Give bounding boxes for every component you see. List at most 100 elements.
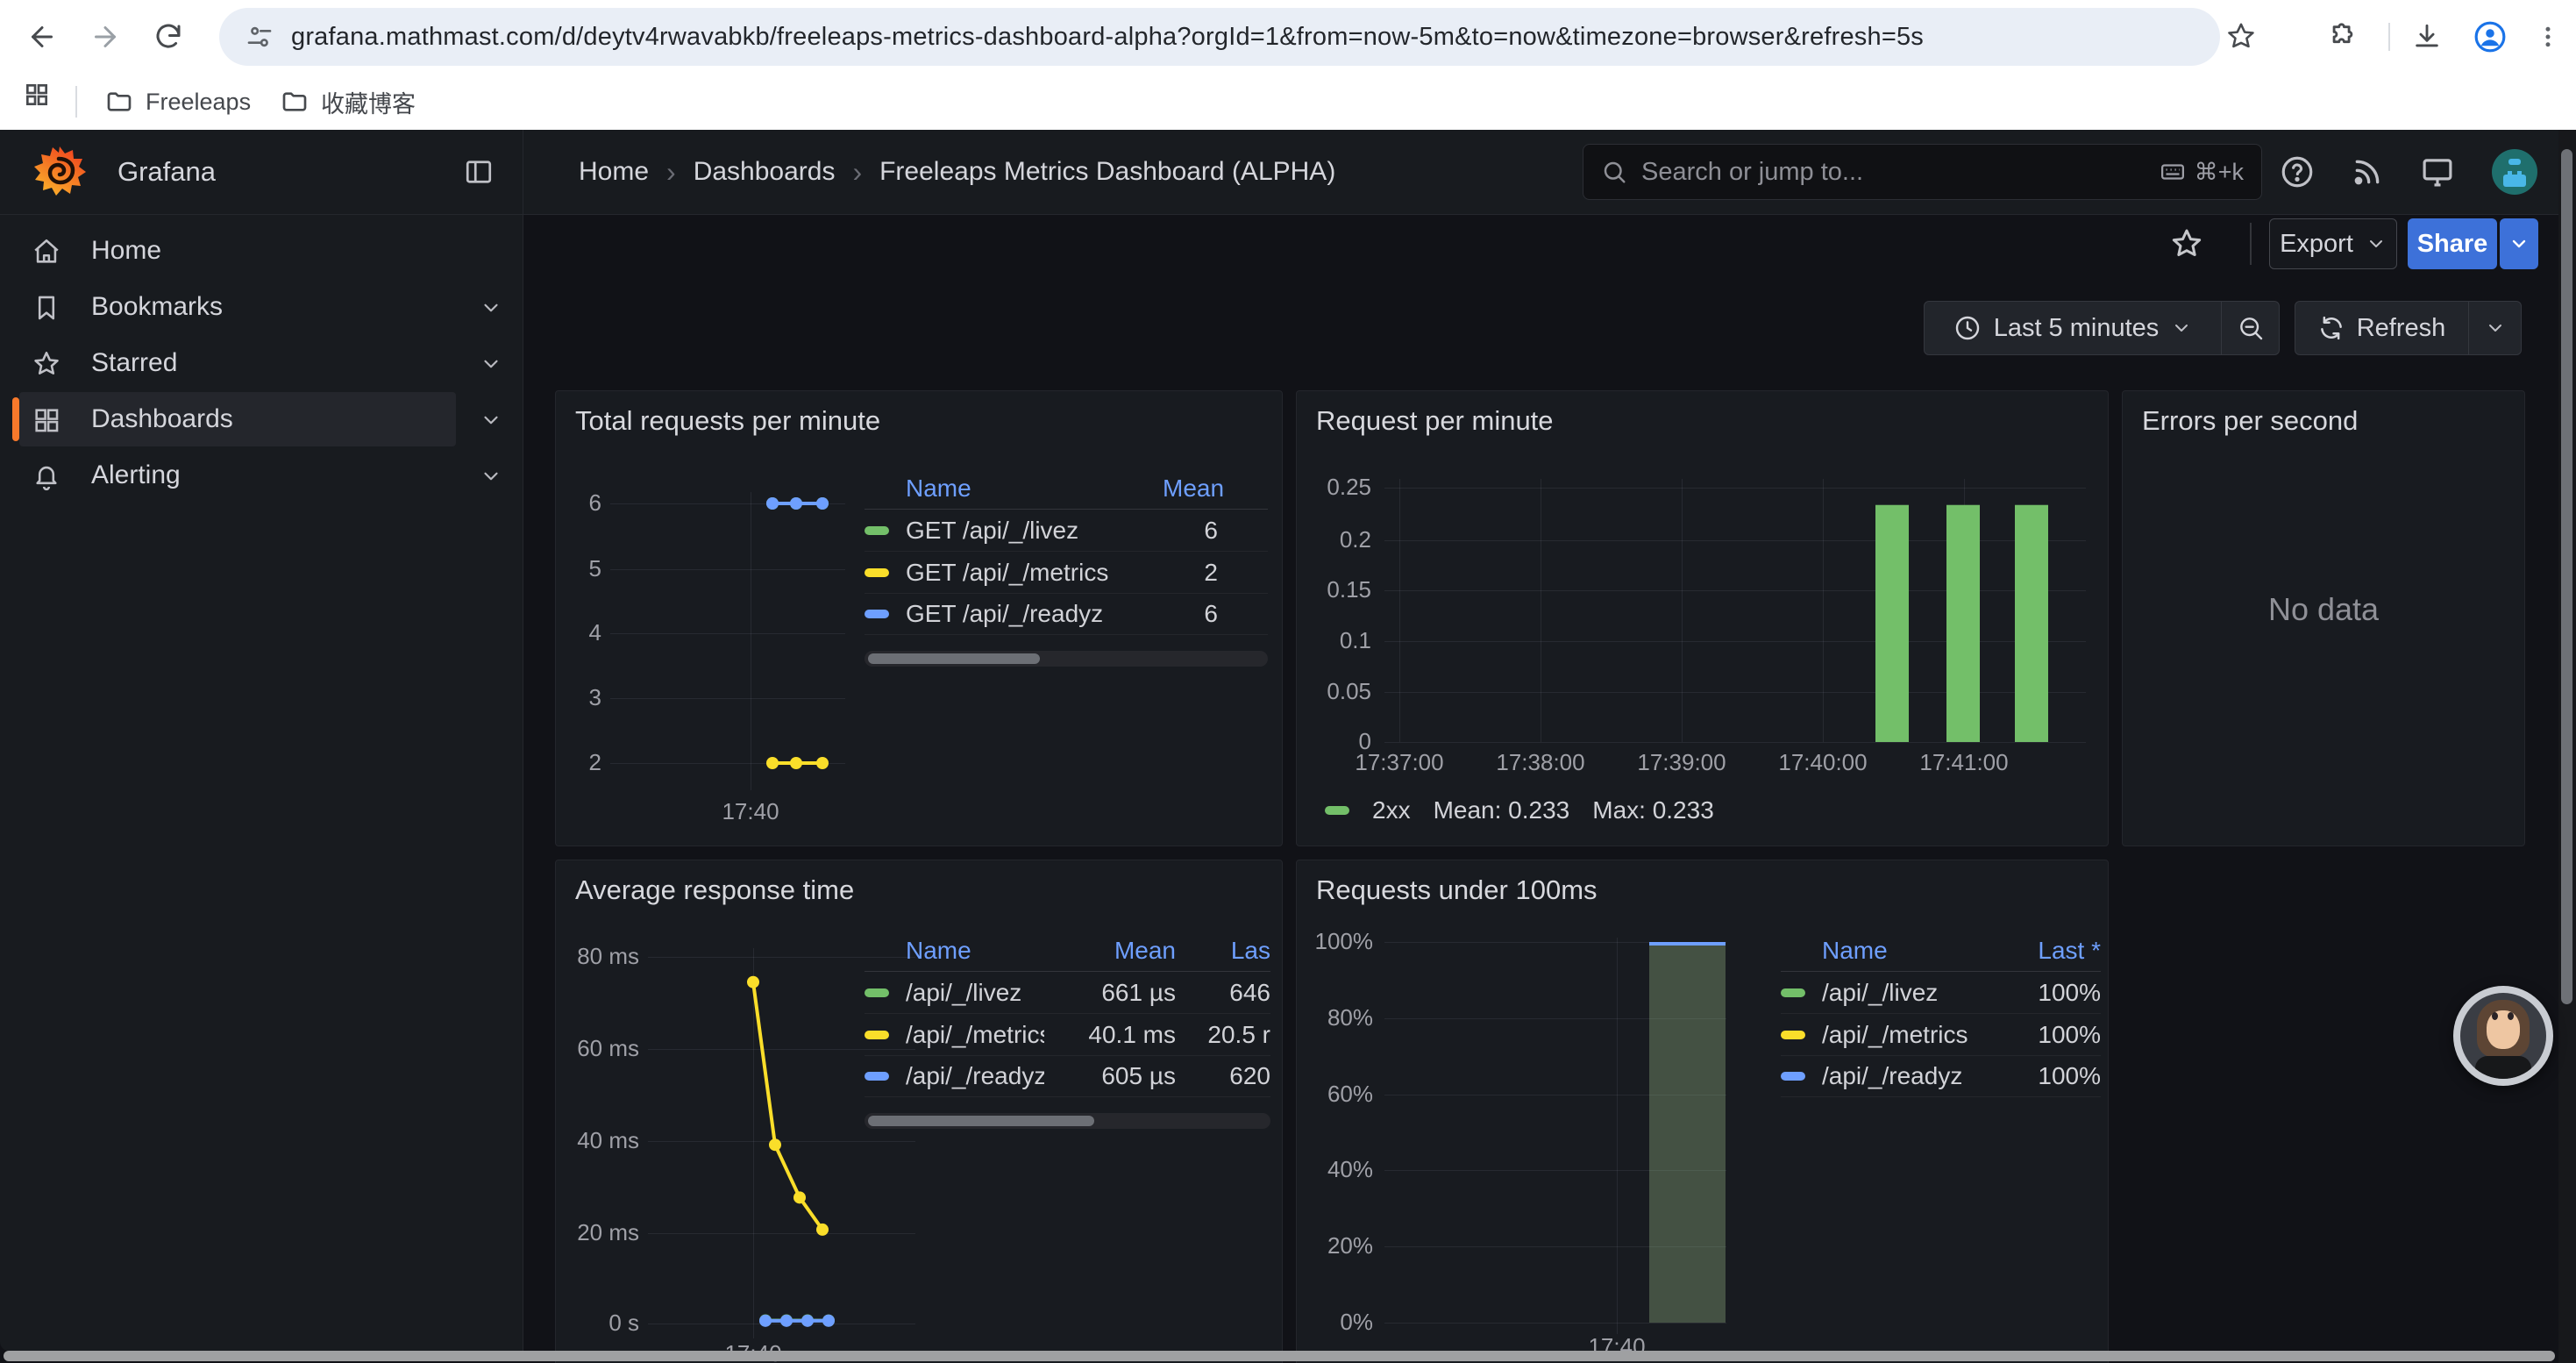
refresh-button[interactable]: Refresh [2295,302,2468,354]
legend-row[interactable]: GET /api/_/livez 6 [865,509,1268,551]
search-icon [1601,159,1627,185]
reload-button[interactable] [144,12,193,61]
grafana-logo[interactable] [32,144,88,200]
series-chip [865,568,889,577]
search-box[interactable]: ⌘+k [1583,144,2262,200]
legend-header-name[interactable]: Name [1781,937,2004,965]
chevron-down-icon [2366,233,2387,254]
share-label: Share [2417,230,2488,259]
user-avatar [2491,148,2538,196]
panel-errors-per-second: Errors per second No data [2122,390,2525,846]
legend-header-mean[interactable]: Mean [1163,475,1268,503]
refresh-controls: Refresh [2295,301,2522,355]
legend-header-mean[interactable]: Mean [1044,937,1176,965]
browser-menu-button[interactable] [2523,12,2572,61]
chevron-down-icon [2485,318,2506,339]
browser-toolbar: grafana.mathmast.com/d/deytv4rwavabkb/fr… [0,0,2576,74]
bookmark-label: 收藏博客 [321,85,416,119]
side-panel-button[interactable] [12,70,61,119]
share-button[interactable]: Share [2408,218,2497,269]
vertical-scroll-thumb[interactable] [2561,149,2572,1004]
export-button[interactable]: Export [2269,218,2397,269]
bookmark-folder-blogs[interactable]: 收藏博客 [267,81,430,123]
dock-menu-toggle[interactable] [463,156,495,188]
home-icon [32,237,61,267]
extensions-button[interactable] [2318,12,2367,61]
bell-icon [32,461,61,491]
back-button[interactable] [18,12,67,61]
series-chip [865,610,889,618]
legend-scrollbar[interactable] [865,651,1268,667]
chevron-down-icon[interactable] [480,296,502,319]
news-button[interactable] [2343,147,2392,196]
search-shortcut: ⌘+k [2160,159,2244,186]
sidebar-item-dashboards[interactable]: Dashboards [0,392,523,446]
chevron-down-icon[interactable] [480,409,502,432]
floating-assistant-avatar[interactable] [2453,986,2553,1086]
user-avatar-button[interactable] [2490,147,2539,196]
panel-title[interactable]: Errors per second [2142,405,2358,437]
folder-icon [105,88,133,116]
sidebar-item-alerting[interactable]: Alerting [0,448,523,503]
legend-header-name[interactable]: Name [865,937,1044,965]
time-range-picker[interactable]: Last 5 minutes [1925,302,2221,354]
assistant-avatar-image [2460,993,2546,1079]
legend-row[interactable]: /api/_/readyz 100% [1781,1055,2101,1097]
legend-row[interactable]: /api/_/livez 661 µs 646 [865,971,1270,1013]
legend-header-name[interactable]: Name [865,475,1163,503]
url-bar[interactable]: grafana.mathmast.com/d/deytv4rwavabkb/fr… [219,8,2220,66]
legend-row[interactable]: GET /api/_/readyz 6 [865,593,1268,635]
extensions-puzzle-icon [2328,22,2358,52]
series-chip [865,988,889,997]
no-data-message: No data [2123,591,2524,628]
export-label: Export [2280,230,2353,259]
bookmark-page-button[interactable] [2217,12,2266,61]
panel-requests-under-100ms: Requests under 100ms 100%80%60%40%20%0%1… [1296,860,2109,1363]
legend-row[interactable]: /api/_/metrics 100% [1781,1013,2101,1055]
breadcrumb-separator: › [852,156,862,189]
legend-inline: 2xx Mean: 0.233 Max: 0.233 [1325,796,1714,824]
series-chip [865,1072,889,1081]
sidebar-item-bookmarks[interactable]: Bookmarks [0,280,523,334]
page-vertical-scrollbar[interactable] [2558,130,2576,1363]
legend-row[interactable]: /api/_/readyz 605 µs 620 [865,1055,1270,1097]
help-icon [2279,153,2316,190]
help-button[interactable] [2273,147,2322,196]
refresh-interval-button[interactable] [2469,302,2521,354]
breadcrumb-home[interactable]: Home [579,157,649,187]
chevron-down-icon[interactable] [480,465,502,488]
chart-request-per-minute: 0.250.20.150.10.05017:37:0017:38:0017:39… [1297,391,2108,846]
profile-button[interactable] [2466,12,2515,61]
folder-icon [281,88,309,116]
sidebar-item-home[interactable]: Home [0,224,523,278]
legend-row[interactable]: /api/_/metrics 40.1 ms 20.5 r [865,1013,1270,1055]
panel-total-requests: Total requests per minute 6543217:40 Nam… [555,390,1283,846]
legend-row[interactable]: GET /api/_/metrics 2 [865,551,1268,593]
favorite-dashboard-button[interactable] [2169,226,2204,261]
chevron-down-icon [2171,318,2192,339]
star-icon [32,349,61,379]
legend-row[interactable]: /api/_/livez 100% [1781,971,2101,1013]
star-icon [2169,226,2204,261]
forward-button[interactable] [81,12,130,61]
bookmark-label: Freeleaps [146,89,251,116]
series-name[interactable]: 2xx [1372,796,1411,824]
sidebar-item-label: Dashboards [91,392,233,446]
toolbar-divider [2250,223,2252,265]
legend-table: Name Last * /api/_/livez 100% /api/_/met… [1781,931,2101,1097]
chevron-down-icon[interactable] [480,353,502,375]
page-horizontal-scrollbar[interactable] [4,1351,2555,1361]
search-input[interactable] [1641,158,2145,187]
bookmark-folder-freeleaps[interactable]: Freeleaps [91,81,265,123]
legend-header-last[interactable]: Last * [2004,937,2101,965]
downloads-button[interactable] [2402,12,2451,61]
breadcrumb-dashboards[interactable]: Dashboards [694,157,836,187]
legend-scrollbar[interactable] [865,1113,1270,1129]
legend-table: Name Mean GET /api/_/livez 6 GET /api/_/… [865,468,1268,635]
share-menu-button[interactable] [2500,218,2538,269]
screen-button[interactable] [2413,147,2462,196]
sidebar-item-starred[interactable]: Starred [0,336,523,390]
legend-header-last[interactable]: Las [1176,937,1270,965]
monitor-icon [2419,153,2456,190]
zoom-out-button[interactable] [2222,302,2279,354]
